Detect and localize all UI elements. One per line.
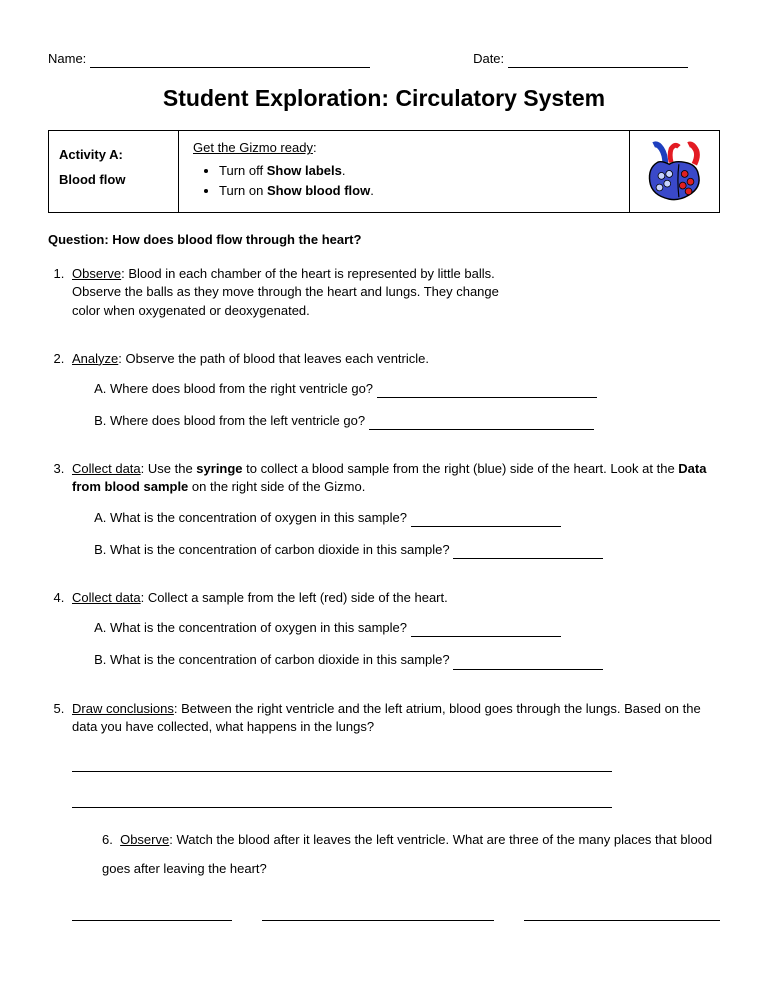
date-blank[interactable] [508,67,688,68]
item-3: Collect data: Use the syringe to collect… [68,460,720,559]
item-2: Analyze: Observe the path of blood that … [68,350,720,431]
item3-sub: What is the concentration of oxygen in t… [72,509,720,559]
blank-5-line2[interactable] [72,790,612,808]
name-blank[interactable] [90,67,370,68]
item-6: 6. Observe: Watch the blood after it lea… [102,826,720,883]
activity-line2: Blood flow [59,168,168,193]
item6-blanks [72,905,720,921]
item4b: What is the concentration of carbon diox… [110,651,720,669]
blank-6a[interactable] [72,905,232,921]
activity-box: Activity A: Blood flow Get the Gizmo rea… [48,130,720,213]
bullet-2: Turn on Show blood flow. [219,182,615,200]
item3b: What is the concentration of carbon diox… [110,541,720,559]
item-1: Observe: Blood in each chamber of the he… [68,265,508,320]
date-field: Date: [473,50,720,68]
blank-4b[interactable] [453,669,603,670]
name-label: Name: [48,51,86,66]
item3a: What is the concentration of oxygen in t… [110,509,720,527]
ready-bullets: Turn off Show labels. Turn on Show blood… [193,162,615,200]
worksheet-page: Name: Date: Student Exploration: Circula… [0,0,768,994]
item1-lead: Observe [72,266,121,281]
blank-5-line1[interactable] [72,754,612,772]
item3-lead: Collect data [72,461,141,476]
activity-line1: Activity A: [59,143,168,168]
blank-3a[interactable] [411,526,561,527]
blank-4a[interactable] [411,636,561,637]
blank-6b[interactable] [262,905,494,921]
item-4: Collect data: Collect a sample from the … [68,589,720,670]
ready-label: Get the Gizmo ready [193,140,313,155]
item4-sub: What is the concentration of oxygen in t… [72,619,720,669]
date-label: Date: [473,51,504,66]
heart-icon-cell [629,131,719,212]
blank-2a[interactable] [377,397,597,398]
gizmo-ready: Get the Gizmo ready: Turn off Show label… [179,131,629,212]
bullet-1: Turn off Show labels. [219,162,615,180]
blank-6c[interactable] [524,905,720,921]
ready-heading: Get the Gizmo ready: [193,139,615,157]
blank-2b[interactable] [369,429,594,430]
item6-lead: Observe [120,832,169,847]
question-list: Observe: Blood in each chamber of the he… [48,265,720,921]
header-row: Name: Date: [48,50,720,68]
item2a: Where does blood from the right ventricl… [110,380,720,398]
item2b: Where does blood from the left ventricle… [110,412,720,430]
name-field: Name: [48,50,443,68]
item-5: Draw conclusions: Between the right vent… [68,700,720,922]
item4-lead: Collect data [72,590,141,605]
main-question: Question: How does blood flow through th… [48,231,720,249]
item4a: What is the concentration of oxygen in t… [110,619,720,637]
page-title: Student Exploration: Circulatory System [48,82,720,114]
item5-lead: Draw conclusions [72,701,174,716]
blank-3b[interactable] [453,558,603,559]
item2-text: : Observe the path of blood that leaves … [118,351,429,366]
heart-icon [636,141,714,203]
item2-sub: Where does blood from the right ventricl… [72,380,720,430]
activity-label: Activity A: Blood flow [49,131,179,212]
item1-text: : Blood in each chamber of the heart is … [72,266,499,317]
item2-lead: Analyze [72,351,118,366]
